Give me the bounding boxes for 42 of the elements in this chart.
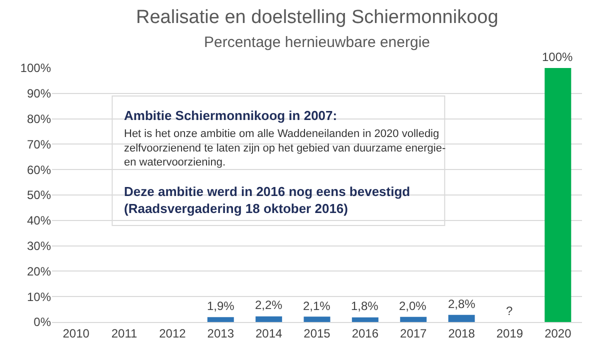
x-tick-label: 2013: [207, 326, 234, 340]
bar: [544, 68, 572, 322]
y-tick-label: 40%: [26, 214, 52, 228]
bar: [207, 317, 234, 322]
x-tick-label: 2012: [159, 326, 186, 340]
y-tick-label: 20%: [26, 264, 52, 278]
y-tick-label: 0%: [34, 315, 52, 330]
x-tick-label: 2019: [496, 326, 524, 340]
bar: [304, 316, 330, 322]
data-label: 1,9%: [207, 299, 235, 313]
y-tick-label: 80%: [26, 112, 52, 126]
annotation: Ambitie Schiermonnikoog in 2007:: [124, 108, 338, 123]
annotation: Deze ambitie werd in 2016 nog eens bevestigd (Raadsvergadering 18 oktober 2016): [124, 184, 410, 216]
data-label: 2,0%: [399, 299, 427, 313]
x-tick-label: 2018: [448, 326, 476, 340]
bar: [448, 314, 475, 322]
x-tick-label: 2015: [304, 326, 331, 340]
data-label: 1,8%: [351, 299, 379, 313]
y-tick-label: 100%: [20, 61, 52, 76]
chart-subtitle: Percentage hernieuwbare energie: [204, 34, 430, 51]
data-label: 2,8%: [448, 297, 476, 311]
y-tick-label: 60%: [26, 162, 52, 177]
bar: [400, 316, 427, 322]
bar: [256, 316, 282, 322]
data-label: 2,1%: [303, 299, 331, 313]
y-tick-label: 50%: [26, 188, 52, 202]
data-label: 100%: [542, 50, 574, 64]
x-tick-label: 2011: [111, 326, 138, 340]
bar: [352, 317, 378, 322]
y-tick-label: 70%: [26, 137, 52, 152]
text: ?: [506, 304, 513, 318]
chart-title: Realisatie en doelstelling Schiermonnikoog: [136, 7, 498, 28]
x-tick-label: 2020: [544, 326, 572, 340]
x-tick-label: 2016: [352, 326, 379, 340]
y-tick-label: 90%: [26, 86, 52, 101]
y-tick-label: 30%: [26, 239, 52, 253]
x-tick-label: 2017: [400, 326, 428, 340]
annotation: Het is het onze ambitie om alle Waddeneilanden in 2020 volledig zelfvoorzienend te laten zijn op het gebied van duurzame energie- en watervoorziening.: [124, 128, 446, 169]
data-label: 2,2%: [255, 298, 283, 312]
y-tick-label: 10%: [26, 290, 52, 304]
x-tick-label: 2014: [255, 326, 282, 340]
x-tick-label: 2010: [62, 326, 90, 340]
